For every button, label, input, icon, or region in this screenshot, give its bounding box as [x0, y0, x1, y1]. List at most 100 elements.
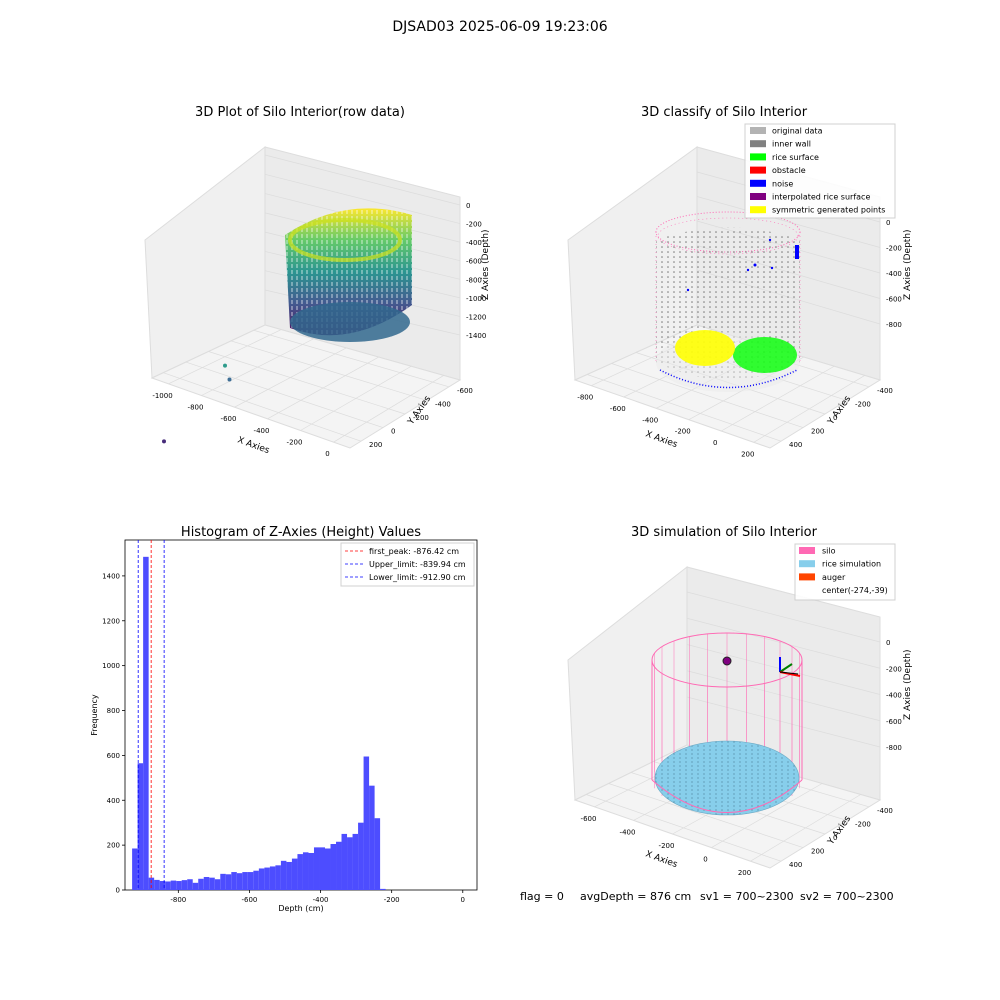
histogram-bar [137, 763, 144, 890]
histogram-bar [225, 874, 232, 890]
x-tick-label: -1000 [152, 392, 172, 400]
z-tick-label: -600 [886, 296, 902, 304]
outlier-point [227, 377, 232, 382]
axis-ticks: -800 -600 -400 -200 0 0 200 400 600 800 1000 1200 14… [102, 572, 465, 904]
z-axis-label: Z Axies (Depth) [903, 649, 913, 720]
x-tick-label: -400 [642, 416, 658, 424]
x-tick-label: 0 [713, 439, 717, 447]
outlier-point [223, 363, 227, 368]
histogram-bar [247, 872, 254, 890]
legend-swatch [750, 193, 766, 200]
panel-classify: 3D classify of Silo Interior -800 -600 -40… [567, 105, 913, 458]
z-tick-label: -800 [466, 276, 482, 284]
outlier-points [162, 363, 232, 444]
z-axis-label: Z Axies (Depth) [903, 229, 913, 300]
histogram-bar [132, 848, 138, 890]
z-tick-label: 0 [886, 219, 890, 227]
x-tick-label: 0 [461, 896, 465, 904]
panel-raw-data: 3D Plot of Silo Interior(row data) -1000… [144, 105, 491, 458]
y-tick-label: 0 [833, 834, 837, 842]
histogram-bar [286, 861, 292, 890]
histogram-bar [280, 860, 287, 890]
histogram-bar [297, 854, 303, 890]
z-tick-label: -1200 [466, 313, 486, 321]
x-tick-label: -600 [610, 405, 626, 413]
legend-swatch [799, 560, 815, 568]
histogram-bars [132, 556, 386, 890]
panel-raw-title: 3D Plot of Silo Interior(row data) [195, 105, 405, 120]
histogram-bar [203, 876, 210, 890]
panel-histogram-title: Histogram of Z-Axies (Height) Values [181, 525, 421, 540]
legend-label: Lower_limit: -912.90 cm [369, 573, 466, 582]
y-tick-label: 1400 [102, 572, 120, 580]
grid [586, 591, 881, 862]
z-tick-label: 0 [466, 202, 470, 210]
x-tick-label: -200 [384, 896, 400, 904]
legend-label: obstacle [772, 166, 806, 175]
axis-ticks: -600 -400 -200 0 200 400 200 0 -200 -400 0 -200 -400… [581, 639, 902, 877]
y-tick-label: -200 [413, 414, 429, 422]
x-axis-label: X Axies [236, 435, 271, 456]
legend-swatch [750, 127, 766, 134]
footer-flag: flag = 0 [520, 890, 564, 903]
legend-label: original data [772, 127, 823, 136]
y-tick-label: 200 [811, 848, 824, 856]
legend-swatch [750, 140, 766, 148]
x-tick-label: 200 [741, 450, 754, 458]
legend: first_peak: -876.42 cm Upper_limit: -839.… [340, 542, 475, 587]
panel-histogram: Histogram of Z-Axies (Height) Values -80… [90, 525, 478, 913]
z-tick-label: -800 [886, 321, 902, 329]
x-tick-label: 0 [703, 856, 707, 864]
histogram-bar [231, 872, 237, 890]
z-tick-label: -1000 [466, 295, 486, 303]
legend-swatch [750, 153, 766, 161]
x-tick-label: -400 [254, 427, 270, 435]
histogram-bar [336, 841, 342, 890]
legend-swatch [799, 547, 815, 554]
histogram-bar [308, 852, 314, 890]
histogram-bar [264, 867, 270, 890]
y-tick-label: -600 [457, 387, 473, 395]
x-tick-label: -200 [659, 842, 675, 850]
histogram-bar [143, 556, 149, 890]
legend-label: first_peak: -876.42 cm [369, 547, 459, 556]
silo-simulation [651, 632, 803, 816]
histogram-bar [209, 877, 215, 890]
footer-sv2: sv2 = 700~2300 [800, 890, 894, 903]
histogram-bar [302, 852, 309, 890]
x-tick-label: -400 [620, 828, 636, 836]
histogram-bar [214, 879, 221, 890]
panel-classify-title: 3D classify of Silo Interior [641, 105, 808, 120]
histogram-bar [369, 785, 375, 890]
x-tick-label: -600 [241, 896, 257, 904]
histogram-bar [325, 848, 331, 890]
histogram-bar [341, 833, 348, 890]
legend-swatch [750, 166, 766, 174]
y-tick-label: 0 [116, 887, 120, 895]
legend-label: rice surface [772, 153, 819, 162]
histogram-bar [148, 877, 155, 890]
histogram-bar [269, 866, 276, 890]
legend-label: inner wall [772, 140, 811, 149]
histogram-bar [258, 868, 265, 890]
histogram-bar [330, 844, 337, 890]
x-tick-label: -600 [581, 815, 597, 823]
classified-points [655, 211, 801, 392]
histogram-bar [253, 870, 259, 890]
histogram-bar [363, 756, 370, 890]
y-tick-label: -200 [855, 820, 871, 828]
panel-simulation-title: 3D simulation of Silo Interior [631, 525, 818, 540]
legend-label: center(-274,-39) [822, 586, 888, 595]
histogram-bar [170, 880, 177, 890]
histogram-bar [181, 880, 188, 890]
x-tick-label: -800 [170, 896, 186, 904]
legend-label: interpolated rice surface [772, 193, 870, 202]
histogram-bar [313, 847, 320, 890]
histogram-bar [187, 879, 193, 890]
z-tick-label: -400 [886, 692, 902, 700]
x-tick-label: -200 [287, 439, 303, 447]
z-tick-label: -600 [886, 718, 902, 726]
histogram-bar [192, 882, 199, 890]
z-tick-label: -600 [466, 258, 482, 266]
